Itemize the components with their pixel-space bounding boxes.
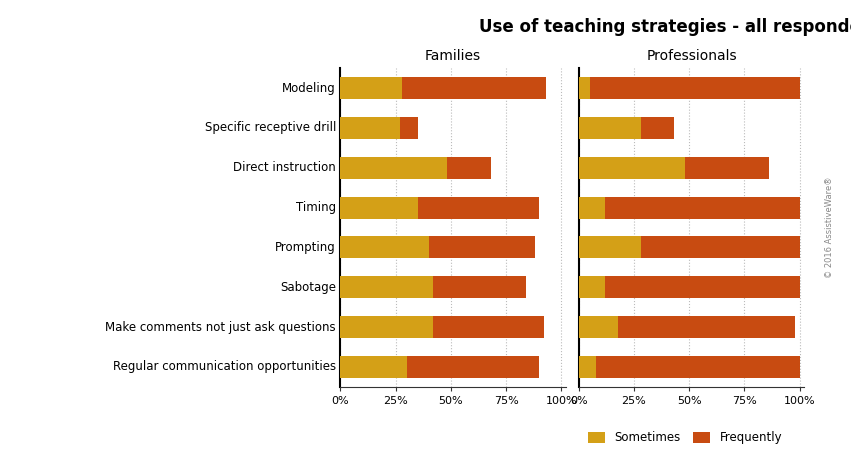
Text: Direct instruction: Direct instruction — [233, 161, 336, 174]
Bar — [579, 276, 605, 298]
Bar — [619, 316, 796, 338]
Bar — [418, 197, 540, 218]
Bar — [407, 356, 540, 378]
Bar — [579, 356, 597, 378]
Bar — [641, 237, 800, 258]
Bar — [579, 77, 590, 99]
Title: Professionals: Professionals — [646, 49, 737, 63]
Bar — [340, 237, 429, 258]
Legend: Sometimes, Frequently: Sometimes, Frequently — [583, 427, 787, 449]
Bar — [579, 157, 685, 179]
Bar — [579, 117, 641, 139]
Bar — [340, 356, 407, 378]
Text: Timing: Timing — [296, 201, 336, 214]
Bar — [340, 117, 400, 139]
Text: © 2016 AssistiveWare®: © 2016 AssistiveWare® — [825, 177, 834, 278]
Text: Regular communication opportunities: Regular communication opportunities — [113, 360, 336, 374]
Bar — [433, 316, 544, 338]
Bar — [641, 117, 674, 139]
Bar — [579, 237, 641, 258]
Bar — [340, 197, 418, 218]
Text: Sabotage: Sabotage — [280, 281, 336, 294]
Bar — [685, 157, 768, 179]
Bar — [400, 117, 418, 139]
Text: Modeling: Modeling — [283, 81, 336, 95]
Text: Prompting: Prompting — [275, 241, 336, 254]
Bar — [429, 237, 535, 258]
Text: Use of teaching strategies - all respondents: Use of teaching strategies - all respond… — [479, 18, 851, 36]
Bar — [590, 77, 800, 99]
Bar — [579, 316, 619, 338]
Bar — [340, 276, 433, 298]
Bar — [340, 77, 403, 99]
Bar — [403, 77, 546, 99]
Bar — [579, 197, 605, 218]
Text: Specific receptive drill: Specific receptive drill — [204, 121, 336, 135]
Bar — [597, 356, 800, 378]
Bar — [433, 276, 526, 298]
Bar — [340, 316, 433, 338]
Title: Families: Families — [426, 49, 481, 63]
Bar — [605, 276, 800, 298]
Bar — [340, 157, 447, 179]
Text: Make comments not just ask questions: Make comments not just ask questions — [106, 320, 336, 334]
Bar — [605, 197, 800, 218]
Bar — [447, 157, 491, 179]
